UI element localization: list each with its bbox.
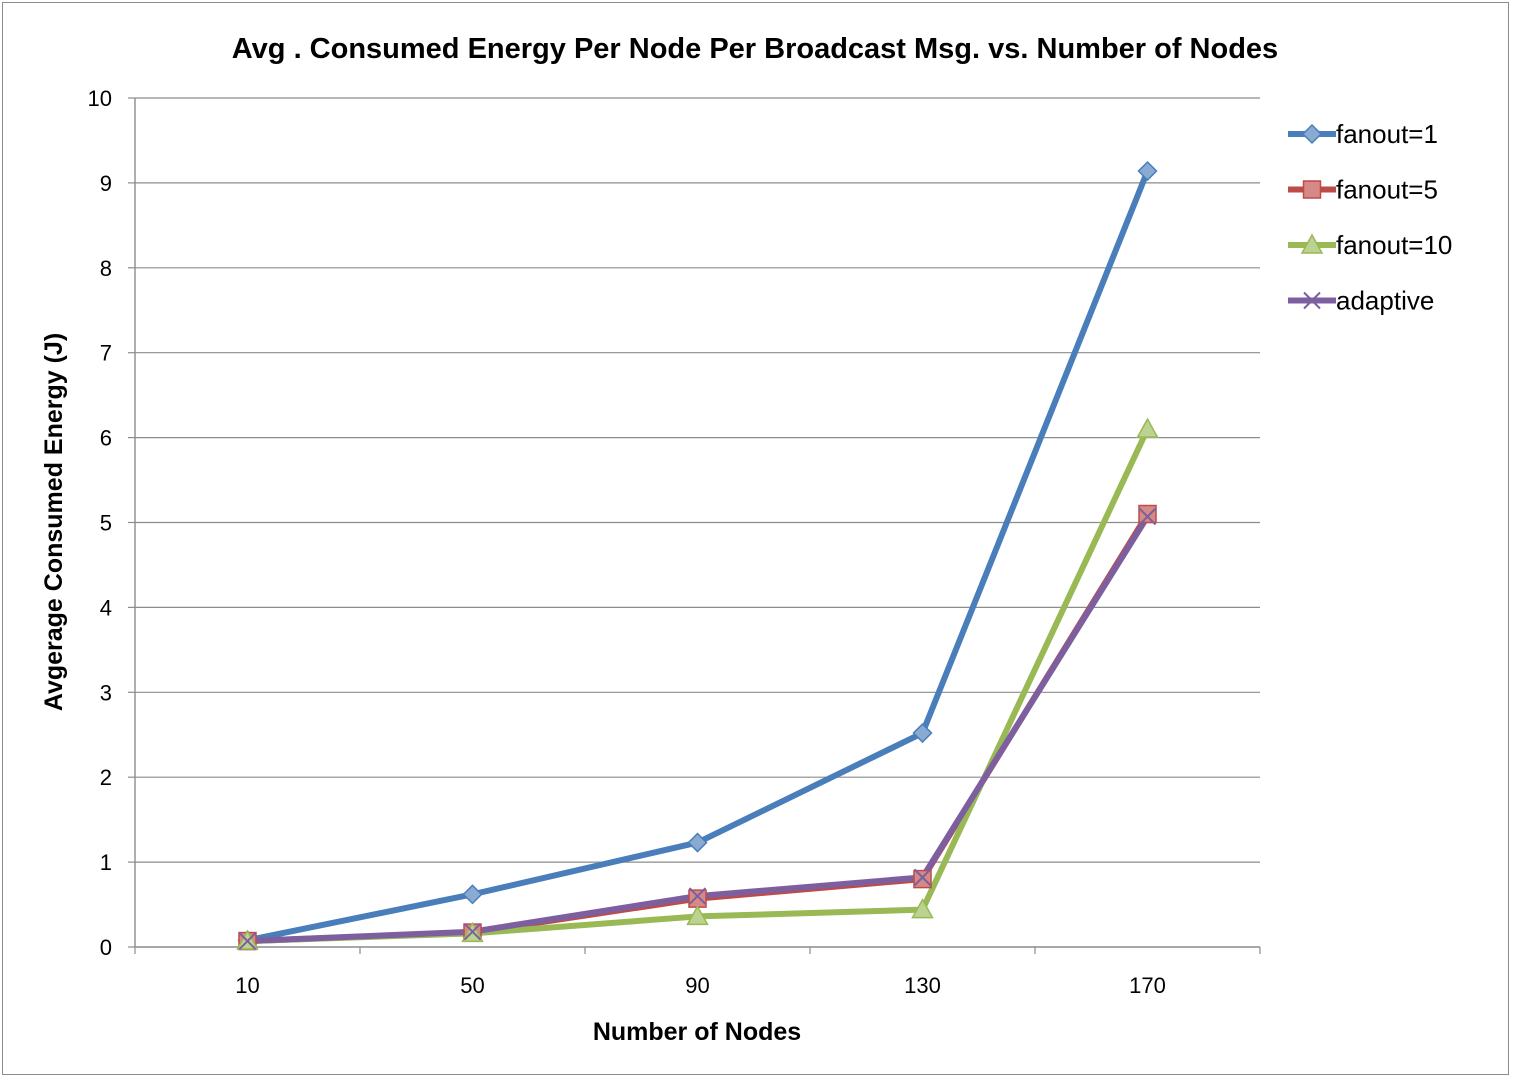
data-point-adaptive-90	[688, 887, 707, 905]
legend-entry: fanout=1	[1288, 119, 1438, 149]
series-line-fanout=1	[244, 168, 1151, 944]
data-point-adaptive-10	[238, 932, 257, 950]
legend-marker	[1302, 180, 1322, 199]
data-point-fanout=10-170	[1136, 417, 1159, 438]
data-point-fanout=5-90	[688, 889, 707, 908]
legend-entry: adaptive	[1288, 286, 1434, 316]
legend-label: fanout=10	[1336, 230, 1452, 260]
y-tick-label: 6	[100, 426, 112, 451]
y-tick-label: 9	[100, 171, 112, 196]
x-tick-labels: 10 50 90 130 170	[235, 973, 1166, 998]
data-point-fanout=1-50	[462, 884, 483, 905]
data-point-fanout=1-130	[912, 722, 933, 744]
legend-label: fanout=5	[1336, 175, 1438, 205]
data-point-adaptive-170	[1138, 507, 1157, 526]
data-point-fanout=1-170	[1137, 160, 1158, 182]
data-point-adaptive-130	[913, 868, 932, 887]
y-tick-label: 4	[100, 595, 112, 620]
legend-marker	[1303, 291, 1321, 310]
y-tick-label: 8	[100, 256, 112, 281]
gridlines	[135, 97, 1260, 863]
y-tick-label: 1	[100, 850, 112, 875]
data-point-adaptive-50	[463, 923, 482, 941]
y-tick-label: 10	[88, 86, 112, 111]
legend-marker	[1301, 123, 1323, 145]
data-point-fanout=10-90	[686, 904, 709, 926]
legend-label: adaptive	[1336, 286, 1434, 316]
data-point-fanout=10-130	[911, 898, 934, 919]
y-tick-label: 7	[100, 341, 112, 366]
x-tick-label: 50	[460, 973, 484, 998]
y-axis-title: Avgerage Consumed Energy (J)	[40, 333, 68, 711]
x-marker-stroke	[1303, 291, 1321, 310]
y-tick-label: 3	[100, 680, 112, 705]
chart-title: Avg . Consumed Energy Per Node Per Broad…	[232, 33, 1278, 65]
x-tick-label: 10	[235, 973, 259, 998]
legend-entry: fanout=10	[1288, 230, 1452, 260]
data-point-fanout=5-130	[913, 869, 932, 889]
legend-marker	[1300, 233, 1324, 254]
x-tick-label: 130	[904, 973, 941, 998]
x-tick-label: 90	[685, 973, 709, 998]
legend-entry: fanout=5	[1288, 175, 1438, 205]
legend-label: fanout=1	[1336, 119, 1438, 149]
axes	[128, 97, 1261, 954]
data-point-fanout=1-90	[687, 832, 708, 853]
x-marker-stroke	[688, 887, 707, 905]
series-group	[236, 160, 1159, 951]
legend: fanout=1 fanout=5 fanout=10 adaptive	[1288, 119, 1452, 316]
y-tick-label: 0	[100, 935, 112, 960]
y-tick-labels: 0 1 2 3 4 5 6 7 8 9 10	[88, 86, 112, 960]
x-tick-label: 170	[1129, 973, 1166, 998]
y-tick-label: 2	[100, 765, 112, 790]
x-axis-title: Number of Nodes	[593, 1018, 801, 1046]
x-marker-stroke	[463, 923, 482, 941]
series-line-adaptive	[244, 513, 1151, 945]
y-tick-label: 5	[100, 511, 112, 536]
x-marker-stroke	[1138, 507, 1157, 526]
x-marker-stroke	[913, 868, 932, 887]
data-point-fanout=5-170	[1138, 504, 1157, 524]
x-marker-stroke	[238, 932, 257, 950]
